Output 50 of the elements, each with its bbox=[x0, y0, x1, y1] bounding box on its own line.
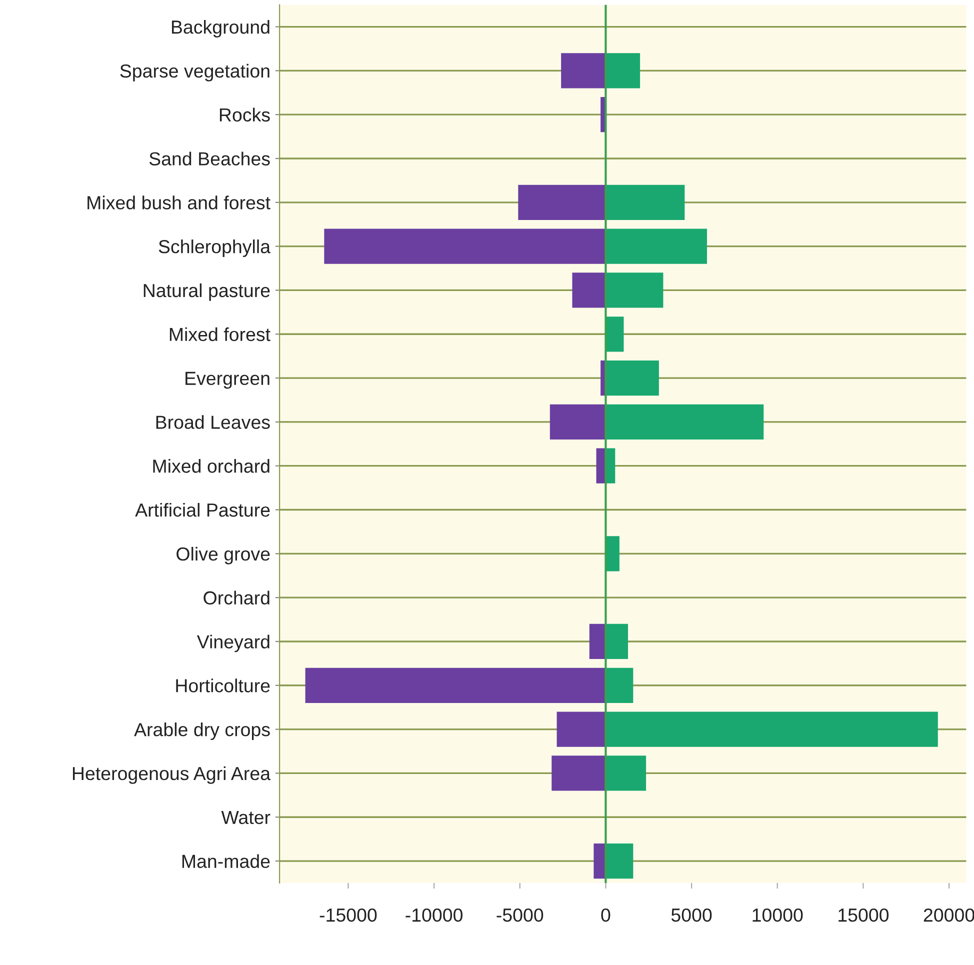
bar bbox=[606, 360, 659, 396]
bar bbox=[606, 712, 938, 747]
bar bbox=[606, 668, 634, 703]
bar bbox=[561, 53, 606, 88]
y-tick-label: Sparse vegetation bbox=[120, 64, 270, 82]
y-tick-label: Vineyard bbox=[196, 634, 270, 652]
bar bbox=[606, 272, 664, 308]
y-tick-label: Heterogenous Agri Area bbox=[72, 766, 271, 784]
y-tick-label: Evergreen bbox=[186, 372, 270, 389]
bar bbox=[556, 712, 606, 747]
bar bbox=[305, 668, 606, 703]
y-tick-label: Rocks bbox=[220, 108, 270, 122]
bar bbox=[606, 624, 628, 660]
bar bbox=[552, 756, 606, 791]
y-tick-label: Water bbox=[221, 811, 270, 824]
bar bbox=[606, 316, 624, 352]
bar bbox=[606, 53, 640, 88]
bar bbox=[589, 624, 606, 660]
y-tick-label: Man-made bbox=[182, 854, 270, 868]
bar bbox=[324, 228, 606, 264]
y-tick-label: Orchard bbox=[204, 590, 270, 605]
y-tick-label: Broad Leaves bbox=[156, 415, 270, 429]
y-tick-label: Natural pasture bbox=[144, 283, 270, 301]
x-tick-label: 15000 bbox=[838, 908, 889, 922]
bar bbox=[606, 756, 646, 791]
bar bbox=[606, 843, 634, 879]
y-tick-label: Mixed orchard bbox=[153, 459, 270, 473]
x-tick-label: 20000 bbox=[924, 908, 974, 922]
x-tick-label: -15000 bbox=[320, 908, 377, 922]
y-tick-label: Arable dry crops bbox=[134, 722, 270, 740]
x-tick-label: 0 bbox=[601, 908, 610, 922]
x-tick-label: 5000 bbox=[671, 908, 712, 922]
y-tick-label: Horticolture bbox=[176, 678, 270, 692]
bar bbox=[550, 404, 606, 440]
y-tick-label: Mixed forest bbox=[170, 327, 270, 342]
y-tick-label: Olive grove bbox=[176, 546, 270, 564]
bar bbox=[572, 272, 606, 308]
bar bbox=[606, 184, 685, 220]
x-tick-label: -5000 bbox=[496, 908, 544, 922]
bar bbox=[518, 184, 606, 220]
x-tick-label: -10000 bbox=[406, 908, 462, 922]
x-tick-label: 10000 bbox=[752, 908, 803, 922]
bar bbox=[606, 536, 620, 572]
y-tick-label: Background bbox=[172, 20, 270, 38]
y-tick-label: Mixed bush and forest bbox=[88, 196, 270, 210]
bar bbox=[606, 228, 707, 264]
y-tick-label: Artificial Pasture bbox=[135, 502, 270, 517]
y-tick-label: Sand Beaches bbox=[149, 152, 270, 166]
bar bbox=[606, 404, 764, 440]
y-tick-label: Schlerophylla bbox=[158, 240, 271, 257]
